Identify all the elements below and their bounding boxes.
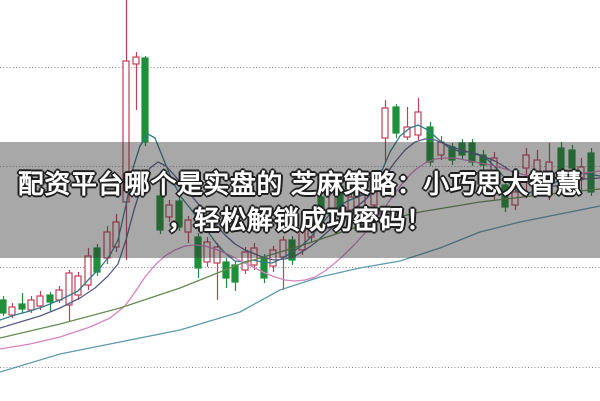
ma-pink xyxy=(0,157,600,350)
gridlines xyxy=(0,67,600,368)
candles xyxy=(0,0,595,322)
ma-mid-purple xyxy=(0,138,600,329)
ma-long-steel xyxy=(0,205,600,373)
ma-short-teal xyxy=(0,124,600,321)
ma-olive xyxy=(0,188,600,339)
